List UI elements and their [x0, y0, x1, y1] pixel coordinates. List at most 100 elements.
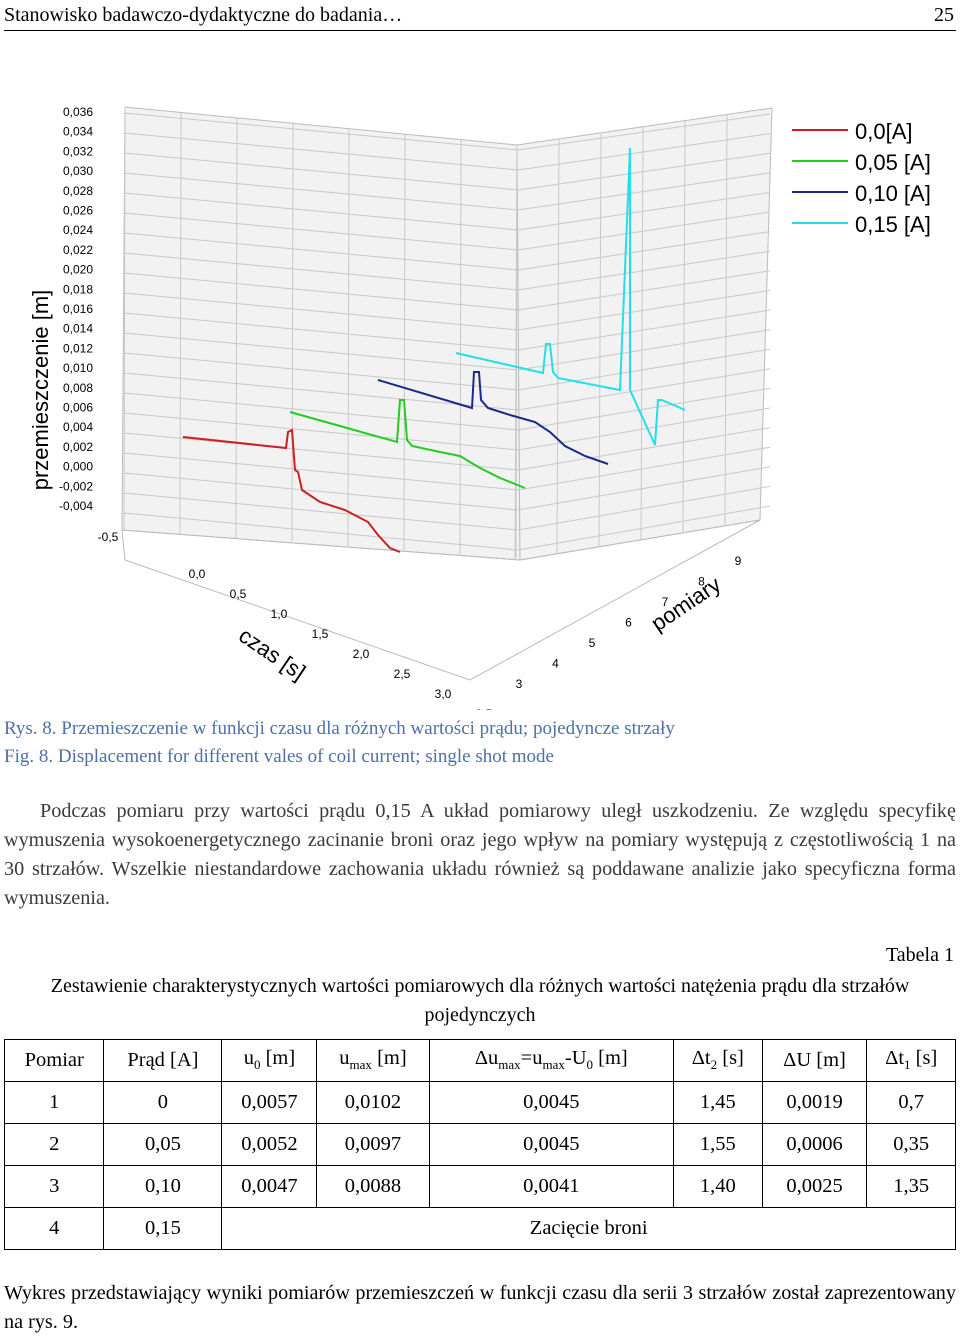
table-title: Zestawienie charakterystycznych wartości… — [0, 972, 960, 1030]
table-cell: 0,0102 — [316, 1081, 430, 1124]
table-cell-note: Zacięcie broni — [221, 1207, 956, 1250]
legend-label: 0,0[A] — [855, 119, 912, 144]
y-tick-label: 0,024 — [63, 223, 93, 237]
y-axis-label: przemieszczenie [m] — [28, 290, 53, 491]
header-delta-umax: Δumax=umax-U0 [m] — [428, 1039, 675, 1082]
y-tick-label: -0,002 — [59, 479, 93, 493]
table-cell: 0,15 — [103, 1207, 223, 1250]
series-line-0-10A — [377, 371, 609, 465]
x-tick-label: 1,5 — [312, 627, 329, 641]
chart-grid — [121, 106, 773, 681]
x-tick-label: 3,5 — [476, 707, 493, 710]
table-cell: 0 — [103, 1081, 223, 1124]
series-line-0-15A — [455, 147, 686, 446]
y-tick-label: 0,006 — [63, 401, 93, 415]
table-cell: 1,35 — [866, 1165, 956, 1208]
table-cell: 0,0041 — [428, 1165, 675, 1208]
table-row: 2 0,05 0,0052 0,0097 0,0045 1,55 0,0006 0,35 — [3, 1123, 956, 1166]
table-cell: 0,0047 — [221, 1165, 318, 1208]
z-axis-label: pomiary — [646, 572, 725, 636]
series-line-0-0A — [182, 428, 401, 553]
y-tick-label: 0,016 — [63, 302, 93, 316]
y-axis-ticks: 0,036 0,034 0,032 0,030 0,028 0,026 0,024 0,022… — [59, 105, 93, 513]
z-tick-label: 8 — [698, 575, 705, 589]
table-title-text: Zestawienie charakterystycznych wartości… — [50, 975, 910, 1026]
y-tick-label: 0,012 — [63, 341, 93, 355]
table-cell: 0,7 — [866, 1081, 956, 1124]
x-tick-label: 0,0 — [189, 567, 206, 581]
x-tick-label: 3,0 — [435, 687, 452, 701]
z-tick-label: 6 — [625, 616, 632, 630]
x-tick-label: 1,0 — [271, 607, 288, 621]
y-tick-label: 0,008 — [63, 381, 93, 395]
page-number: 25 — [934, 4, 954, 26]
y-tick-label: 0,020 — [63, 263, 93, 277]
table-cell: 1,55 — [673, 1123, 763, 1166]
y-tick-label: 0,004 — [63, 420, 93, 434]
x-axis-label: czas [s] — [234, 623, 310, 685]
header-dU: ΔU [m] — [761, 1039, 868, 1082]
table-cell: 0,0097 — [316, 1123, 430, 1166]
header-umax: umax [m] — [316, 1039, 430, 1082]
z-axis-ticks: 3 4 5 6 7 8 9 — [516, 554, 742, 691]
chart-legend: 0,0[A] 0,05 [A] 0,10 [A] 0,15 [A] — [792, 119, 931, 237]
y-tick-label: -0,004 — [59, 499, 93, 513]
y-tick-label: 0,032 — [63, 144, 93, 158]
z-tick-label: 5 — [589, 636, 596, 650]
y-tick-label: 0,034 — [63, 125, 93, 139]
table-cell: 0,10 — [103, 1165, 223, 1208]
table-cell: 0,0019 — [761, 1081, 868, 1124]
x-tick-label: 2,0 — [353, 647, 370, 661]
legend-label: 0,15 [A] — [855, 212, 931, 237]
legend-label: 0,05 [A] — [855, 150, 931, 175]
y-tick-label: 0,036 — [63, 105, 93, 119]
x-axis-ticks: -0,5 0,0 0,5 1,0 1,5 2,0 2,5 3,0 3,5 — [98, 530, 493, 710]
y-tick-label: 0,028 — [63, 184, 93, 198]
results-table: Pomiar Prąd [A] u0 [m] umax [m] Δumax=um… — [3, 1039, 956, 1250]
y-tick-label: 0,002 — [63, 440, 93, 454]
paragraph-1: Podczas pomiaru przy wartości prądu 0,15… — [4, 797, 956, 913]
z-tick-label: 9 — [735, 554, 742, 568]
table-cell: 0,0025 — [761, 1165, 868, 1208]
figure-caption-en: Fig. 8. Displacement for different vales… — [4, 746, 554, 767]
y-tick-label: 0,022 — [63, 243, 93, 257]
table-header-row: Pomiar Prąd [A] u0 [m] umax [m] Δumax=um… — [3, 1039, 956, 1082]
y-tick-label: 0,014 — [63, 322, 93, 336]
table-cell: 3 — [3, 1165, 105, 1208]
table-cell: 4 — [3, 1207, 105, 1250]
table-cell: 0,0052 — [221, 1123, 318, 1166]
header-dt2: Δt2 [s] — [673, 1039, 763, 1082]
table-cell: 0,35 — [866, 1123, 956, 1166]
z-tick-label: 7 — [662, 595, 669, 609]
header-dt1: Δt1 [s] — [866, 1039, 956, 1082]
y-tick-label: 0,000 — [63, 460, 93, 474]
paragraph-2: Wykres przedstawiający wyniki pomiarów p… — [4, 1282, 956, 1333]
header-u0: u0 [m] — [221, 1039, 318, 1082]
table-cell: 1,40 — [673, 1165, 763, 1208]
header-prad: Prąd [A] — [103, 1039, 223, 1082]
paragraph-1-text: Podczas pomiaru przy wartości prądu 0,15… — [4, 800, 956, 909]
table-cell: 0,0057 — [221, 1081, 318, 1124]
table-cell: 0,0006 — [761, 1123, 868, 1166]
table-number: Tabela 1 — [885, 944, 954, 966]
table-row: 1 0 0,0057 0,0102 0,0045 1,45 0,0019 0,7 — [3, 1081, 956, 1124]
table-cell: 1 — [3, 1081, 105, 1124]
figure-caption-pl: Rys. 8. Przemieszczenie w funkcji czasu … — [4, 718, 675, 739]
table-cell: 0,0088 — [316, 1165, 430, 1208]
x-tick-label: 0,5 — [230, 587, 247, 601]
y-tick-label: 0,010 — [63, 361, 93, 375]
y-tick-label: 0,030 — [63, 164, 93, 178]
running-header: Stanowisko badawczo-dydaktyczne do badan… — [4, 2, 956, 31]
y-tick-label: 0,018 — [63, 282, 93, 296]
header-pomiar: Pomiar — [3, 1039, 105, 1082]
legend-label: 0,10 [A] — [855, 181, 931, 206]
table-cell: 0,0045 — [428, 1123, 675, 1166]
table-cell: 0,0045 — [428, 1081, 675, 1124]
table-cell: 2 — [3, 1123, 105, 1166]
x-tick-label: -0,5 — [98, 530, 119, 544]
table-cell: 0,05 — [103, 1123, 223, 1166]
displacement-3d-chart: 0,0360,0340,0320,0300,0280,0260,0240,022… — [28, 105, 931, 710]
z-tick-label: 3 — [516, 677, 523, 691]
y-tick-label: 0,026 — [63, 204, 93, 218]
running-title: Stanowisko badawczo-dydaktyczne do badan… — [4, 4, 403, 26]
